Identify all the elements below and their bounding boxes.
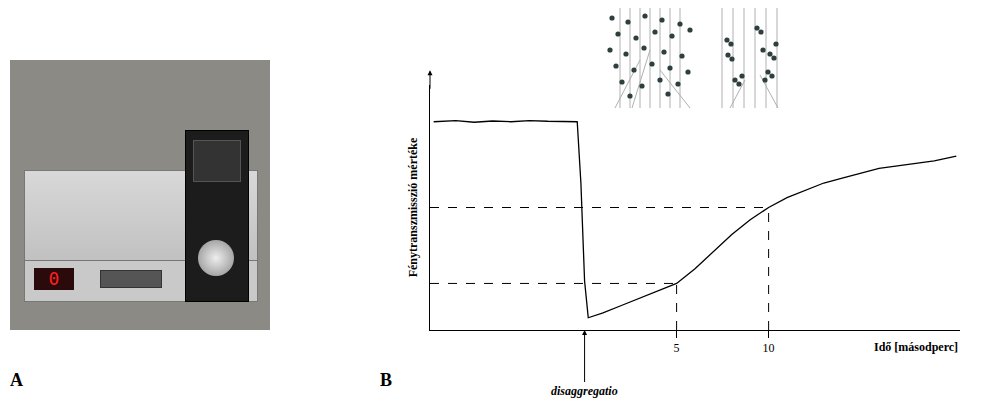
html-text:0: 0 — [48, 268, 60, 289]
svg-text:disaggregatio: disaggregatio — [551, 384, 618, 398]
svg-text:5: 5 — [674, 341, 680, 355]
svg-text:Fénytranszmisszió mértéke: Fénytranszmisszió mértéke — [406, 137, 420, 277]
svg-text:Idő [másodperc]: Idő [másodperc] — [874, 340, 958, 354]
html-text:A: A — [10, 370, 23, 390]
html-text:B: B — [380, 370, 392, 390]
svg-text:10: 10 — [763, 341, 775, 355]
